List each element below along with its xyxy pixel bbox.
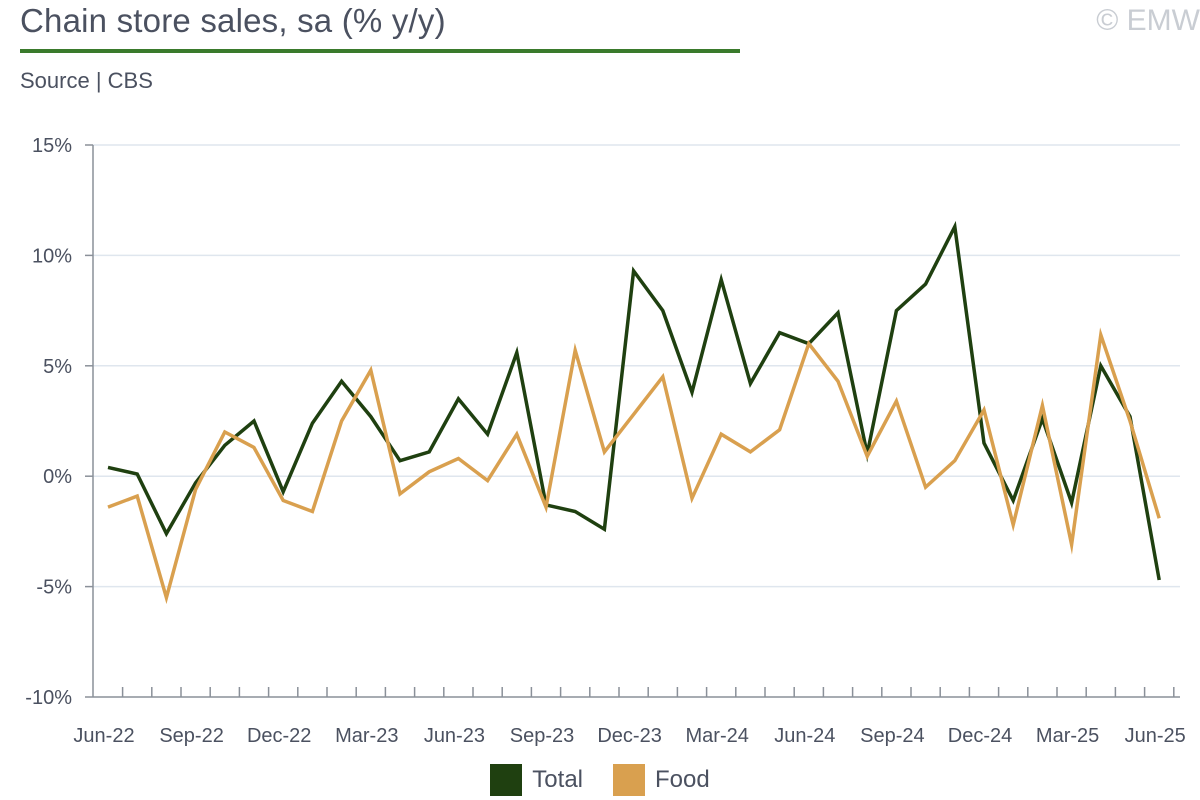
y-tick-label: -10%: [25, 687, 72, 709]
x-tick-label: Mar-23: [335, 725, 398, 747]
y-tick-label: 0%: [43, 466, 72, 488]
x-tick-label: Jun-23: [424, 725, 485, 747]
x-tick-label: Mar-25: [1036, 725, 1099, 747]
x-tick-label: Dec-22: [247, 725, 311, 747]
x-tick-label: Jun-22: [73, 725, 134, 747]
legend-item-total[interactable]: Total: [490, 764, 583, 796]
x-tick-label: Mar-24: [686, 725, 749, 747]
axes: [85, 144, 1180, 698]
series-lines: [107, 220, 1161, 605]
series-line-total: [107, 220, 1161, 581]
tick-labels: 15% 10% 5% 0% -5% -10%Jun-22 Sep-22 Dec-22 Mar-2…: [25, 135, 1185, 747]
grid-lines: [93, 144, 1180, 588]
legend-label-total: Total: [532, 766, 583, 793]
x-tick-label: Sep-24: [860, 725, 925, 747]
source-label: Source | CBS: [20, 68, 153, 93]
x-tick-label: Dec-23: [597, 725, 661, 747]
series-line-food: [107, 327, 1161, 605]
copyright-label: © EMW: [1096, 4, 1200, 37]
x-tick-label: Sep-22: [159, 725, 224, 747]
legend-swatch-total: [490, 764, 523, 796]
x-tick-label: Jun-24: [774, 725, 835, 747]
y-tick-label: -5%: [36, 577, 72, 599]
x-tick-label: Sep-23: [510, 725, 575, 747]
legend-item-food[interactable]: Food: [613, 764, 710, 796]
legend-swatch-food: [613, 764, 645, 796]
legend-label-food: Food: [655, 766, 710, 793]
y-tick-label: 15%: [32, 135, 72, 157]
title-underline: [20, 49, 740, 53]
y-tick-label: 10%: [32, 245, 72, 267]
y-tick-label: 5%: [43, 356, 72, 378]
x-tick-label: Dec-24: [948, 725, 1012, 747]
legend: Total Food: [0, 764, 1200, 796]
x-tick-label: Jun-25: [1125, 725, 1186, 747]
chart-title: Chain store sales, sa (% y/y): [20, 2, 446, 39]
